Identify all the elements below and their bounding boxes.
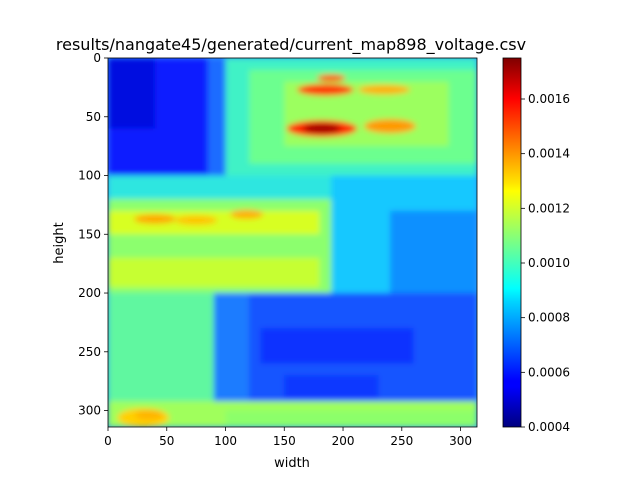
x-tick-label: 300 (449, 434, 472, 448)
colorbar-tick-label: 0.0016 (528, 92, 570, 106)
heatmap-region (108, 293, 214, 411)
x-tick-label: 50 (159, 434, 174, 448)
hotspot (297, 83, 354, 96)
x-tick-label: 250 (390, 434, 413, 448)
y-tick-label: 50 (86, 110, 101, 124)
x-tick-label: 200 (332, 434, 355, 448)
plot-frame (107, 57, 478, 428)
y-tick-label: 100 (78, 169, 101, 183)
y-tick-label: 0 (93, 51, 101, 65)
colorbar-ticks: 0.0004 0.0006 0.0008 0.0010 0.0012 0.0014 0.00… (521, 92, 570, 434)
hotspot (174, 215, 218, 225)
hotspot (358, 85, 411, 95)
heatmap-region (108, 257, 320, 288)
x-axis-label: width (274, 456, 310, 471)
colorbar-tick-label: 0.0010 (528, 256, 570, 270)
hotspot (317, 74, 346, 82)
y-axis-label: height (52, 222, 67, 263)
heatmap-region (284, 375, 379, 399)
y-tick-label: 300 (78, 404, 101, 418)
x-tick-label: 150 (273, 434, 296, 448)
colorbar-frame (502, 57, 522, 428)
y-tick-label: 200 (78, 286, 101, 300)
heatmap-region (225, 410, 477, 427)
colorbar-tick-label: 0.0008 (528, 311, 570, 325)
heatmap-area (108, 58, 477, 427)
heatmap-region (260, 328, 414, 364)
heatmap-region (108, 58, 156, 129)
y-tick-label: 250 (78, 345, 101, 359)
y-axis: 0 50 100 150 200 250 300 (78, 51, 108, 418)
hotspot (135, 410, 164, 420)
x-tick-label: 100 (214, 434, 237, 448)
hotspot (133, 214, 177, 224)
colorbar-tick-label: 0.0012 (528, 201, 570, 215)
hotspot (364, 119, 416, 134)
colorbar (503, 58, 521, 427)
y-tick-label: 150 (78, 227, 101, 241)
colorbar-tick-label: 0.0006 (528, 365, 570, 379)
colorbar-tick-label: 0.0004 (528, 420, 570, 434)
hotspot-core (303, 123, 341, 134)
hotspot (230, 209, 264, 219)
x-axis: 0 50 100 150 200 250 300 (104, 427, 472, 448)
chart-title: results/nangate45/generated/current_map8… (56, 35, 526, 55)
heatmap-region (390, 210, 477, 294)
x-tick-label: 0 (104, 434, 112, 448)
colorbar-tick-label: 0.0014 (528, 147, 570, 161)
